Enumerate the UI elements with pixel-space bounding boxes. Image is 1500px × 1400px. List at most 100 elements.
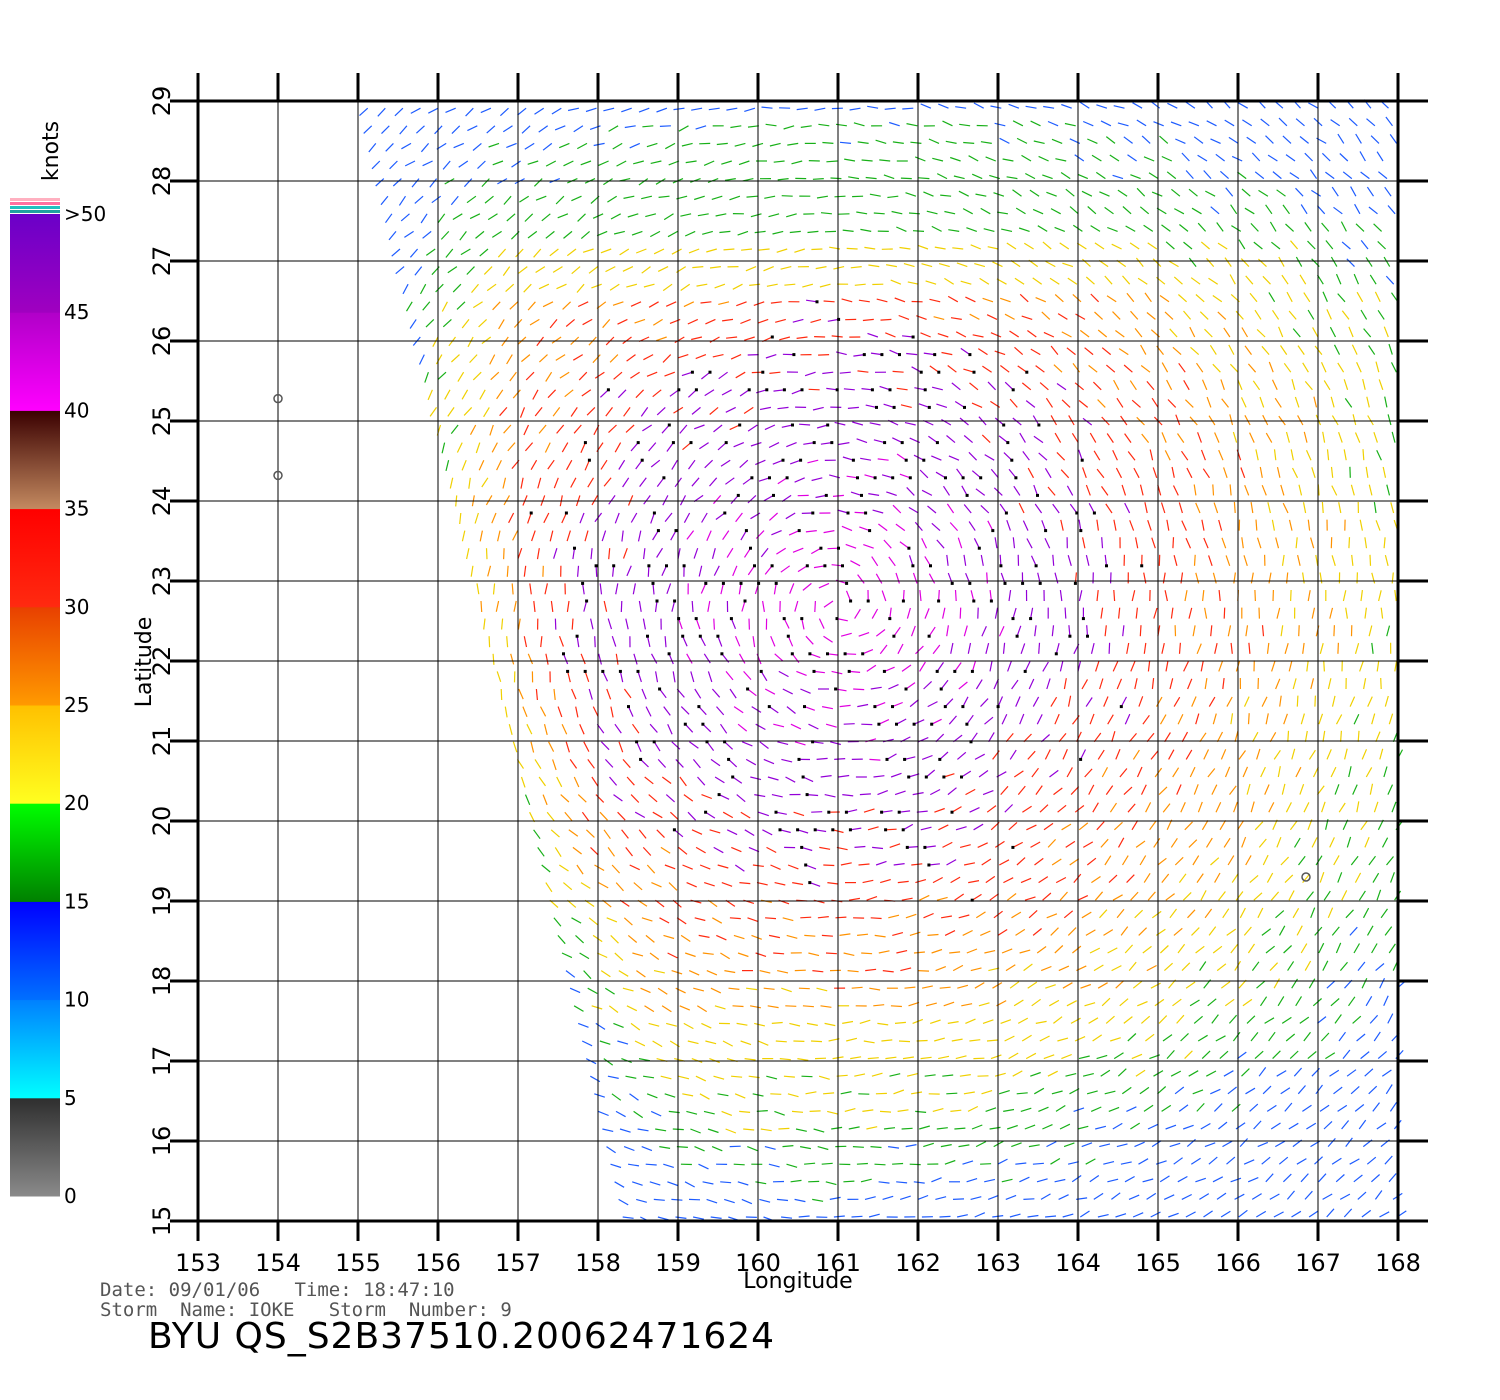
wind-barb (956, 262, 968, 268)
wind-barb (908, 773, 920, 778)
wind-barb (952, 964, 964, 972)
wind-barb (935, 966, 947, 972)
wind-barb (1150, 750, 1159, 760)
wind-barb (1111, 1192, 1121, 1200)
wind-barb (1280, 625, 1284, 637)
wind-barb (789, 1022, 801, 1027)
wind-barb (592, 354, 601, 364)
wind-barb (630, 301, 642, 307)
wind-barb (1044, 537, 1051, 549)
wind-barb (499, 107, 509, 117)
wind-barb (709, 829, 721, 834)
wind-barb (736, 301, 747, 307)
wind-barb (1323, 890, 1331, 901)
wind-barb (1122, 206, 1132, 215)
wind-barb (813, 1128, 825, 1133)
wind-barb (612, 565, 615, 577)
rain-flag-marker (812, 441, 816, 445)
wind-barb (409, 248, 419, 258)
wind-barb (757, 1040, 769, 1046)
rain-flag-marker (891, 476, 895, 480)
wind-barb (879, 1110, 892, 1113)
wind-barb (580, 882, 591, 889)
wind-barb (476, 583, 480, 595)
wind-barb (946, 503, 955, 514)
wind-barb (1082, 120, 1094, 127)
wind-barb (1054, 1178, 1066, 1183)
rain-flag-marker (1015, 634, 1019, 638)
wind-barb (888, 556, 896, 567)
wind-barb (914, 387, 926, 391)
wind-barb (935, 1196, 947, 1200)
wind-barb (1200, 1122, 1211, 1130)
wind-barb (1127, 154, 1137, 162)
wind-barb (593, 142, 605, 147)
wind-barb (656, 336, 667, 342)
rain-flag-marker (1029, 617, 1033, 621)
wind-barb (1090, 225, 1101, 232)
x-tick-label: 155 (335, 1249, 381, 1277)
rain-flag-marker (880, 353, 884, 357)
wind-barb (1020, 643, 1026, 654)
wind-barb (451, 125, 461, 135)
wind-barb (1345, 1137, 1353, 1147)
wind-barb (1005, 964, 1016, 972)
wind-barb (817, 1146, 829, 1151)
rain-flag-marker (612, 564, 616, 568)
wind-barb (821, 934, 833, 937)
wind-barb (519, 407, 526, 418)
wind-barb (653, 741, 661, 752)
wind-barb (892, 437, 903, 444)
wind-barb (632, 1181, 643, 1186)
wind-barb (908, 555, 914, 566)
rain-flag-marker (698, 634, 702, 638)
wind-barb (1173, 276, 1183, 285)
wind-barb (938, 824, 949, 831)
wind-barb (1085, 276, 1095, 285)
wind-barb (1019, 949, 1031, 954)
wind-barb (1283, 945, 1293, 954)
rain-flag-marker (900, 441, 904, 445)
wind-barb (506, 636, 509, 648)
wind-barb (646, 864, 656, 874)
wind-barb (850, 1056, 862, 1060)
wind-barb (1285, 1033, 1296, 1042)
product-title: BYU QS_S2B37510.20062471624 (148, 1316, 776, 1357)
wind-barb (625, 618, 629, 630)
wind-barb (641, 688, 647, 700)
wind-barb (724, 970, 736, 974)
wind-barb (591, 776, 599, 787)
wind-barb (1077, 895, 1089, 901)
wind-barb (1345, 607, 1348, 619)
wind-barb (1104, 625, 1107, 637)
wind-barb (1390, 502, 1395, 514)
wind-barb (764, 195, 776, 199)
wind-barb (689, 741, 699, 749)
wind-barb (1045, 1215, 1057, 1218)
wind-barb (1151, 910, 1162, 919)
wind-barb (489, 424, 494, 436)
wind-barb (773, 952, 785, 955)
wind-barb (1285, 431, 1290, 443)
wind-barb (1001, 1178, 1013, 1183)
wind-barb (1138, 1158, 1149, 1165)
wind-barb (1357, 961, 1366, 971)
wind-barb (1230, 713, 1234, 725)
wind-barb (873, 212, 885, 215)
wind-barb (1195, 713, 1200, 725)
wind-barb (608, 495, 616, 505)
wind-barb (1112, 174, 1124, 180)
wind-barb (422, 301, 431, 311)
wind-barb (865, 404, 877, 408)
wind-barb (792, 318, 804, 323)
wind-barb (538, 776, 546, 787)
wind-barb (1007, 893, 1017, 901)
wind-barb (1012, 607, 1017, 619)
wind-barb (1129, 520, 1135, 531)
wind-barb (1323, 380, 1331, 391)
wind-barb (1373, 223, 1383, 232)
rain-flag-marker (662, 476, 666, 480)
wind-barb (608, 1005, 619, 1013)
wind-barb (677, 354, 689, 359)
rain-flag-marker (585, 599, 589, 603)
